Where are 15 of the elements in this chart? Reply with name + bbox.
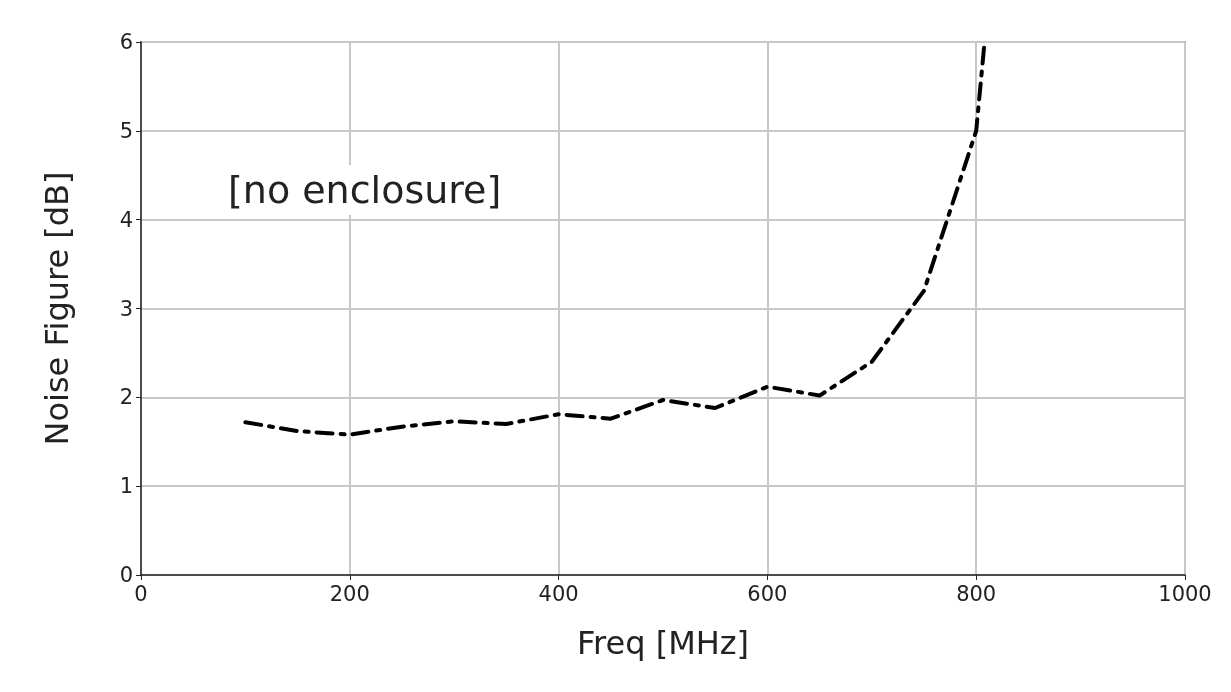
annotation: [no enclosure] — [228, 168, 502, 212]
y-tick-label: 5 — [119, 118, 133, 143]
x-axis-title: Freq [MHz] — [576, 624, 750, 662]
y-tick-label: 6 — [119, 30, 133, 54]
y-tick-label: 1 — [119, 474, 133, 499]
x-tick-label: 600 — [747, 581, 788, 606]
x-tick-label: 800 — [956, 581, 997, 606]
y-axis-title: Noise Figure [dB] — [38, 171, 76, 446]
y-tick-label: 2 — [119, 385, 133, 410]
y-tick-label: 4 — [119, 207, 133, 232]
y-tick-label: 0 — [119, 563, 133, 587]
x-tick-label: 200 — [329, 581, 370, 606]
y-tick-label: 3 — [119, 296, 133, 321]
x-tick-label: 1000 — [1158, 581, 1212, 606]
x-tick-label: 400 — [538, 581, 579, 606]
